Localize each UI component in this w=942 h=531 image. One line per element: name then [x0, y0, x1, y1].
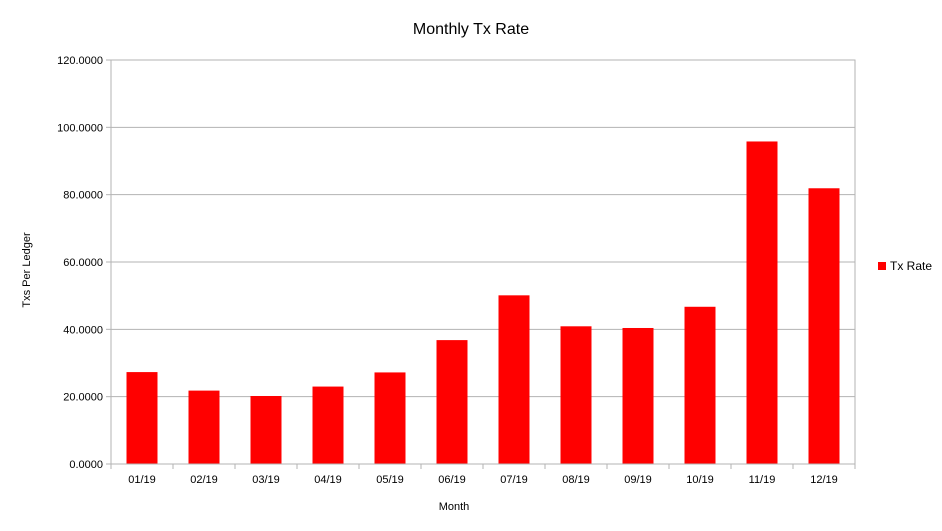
bar-06-19	[436, 340, 468, 464]
legend: Tx Rate	[878, 259, 932, 273]
bar-05-19	[374, 372, 406, 464]
legend-label: Tx Rate	[890, 259, 932, 273]
x-tick-label: 03/19	[252, 474, 280, 486]
gridlines	[111, 59, 855, 465]
y-tick-label: 40.0000	[63, 324, 103, 336]
bar-02-19	[188, 390, 220, 464]
y-tick-label: 0.0000	[69, 459, 103, 471]
x-tick-label: 11/19	[749, 474, 776, 486]
x-tick-label: 04/19	[314, 474, 342, 486]
x-tick-label: 07/19	[500, 474, 528, 486]
bar-12-19	[808, 188, 840, 464]
x-tick-labels: 01/19 02/19 03/19 04/19 05/19 06/19 07/19 08/19…	[128, 474, 838, 486]
bar-03-19	[250, 395, 282, 464]
bar-11-19	[746, 141, 778, 464]
x-tick-label: 09/19	[624, 474, 652, 486]
x-tick-label: 10/19	[686, 474, 714, 486]
x-tick-label: 08/19	[562, 474, 590, 486]
x-tick-label: 01/19	[128, 474, 156, 486]
y-tick-labels: 0.0000 20.0000 40.0000 60.0000 80.0000 100.00…	[57, 55, 103, 471]
y-tick-label: 20.0000	[63, 392, 103, 404]
x-axis-title: Month	[439, 501, 470, 513]
bar-07-19	[498, 295, 530, 464]
bar-01-19	[126, 372, 158, 464]
bar-10-19	[684, 306, 716, 464]
bar-09-19	[622, 327, 654, 464]
y-tick-label: 60.0000	[63, 257, 103, 269]
bars	[126, 141, 840, 464]
y-tick-label: 100.0000	[57, 122, 103, 134]
y-tick-label: 120.0000	[57, 55, 103, 67]
bar-04-19	[312, 386, 344, 464]
chart-title: Monthly Tx Rate	[413, 21, 529, 38]
x-tick-label: 06/19	[438, 474, 466, 486]
x-tick-label: 12/19	[810, 474, 838, 486]
bar-08-19	[560, 326, 592, 464]
axes	[106, 59, 856, 469]
x-tick-label: 02/19	[190, 474, 218, 486]
x-tick-label: 05/19	[376, 474, 404, 486]
y-axis-title: Txs Per Ledger	[21, 232, 33, 308]
y-tick-label: 80.0000	[63, 190, 103, 202]
legend-swatch	[878, 262, 886, 270]
